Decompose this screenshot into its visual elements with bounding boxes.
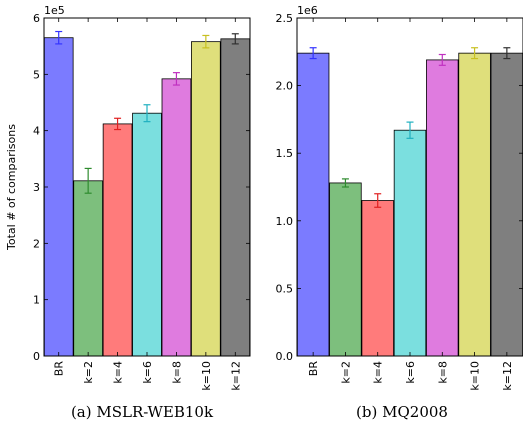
chart2-ytick-label-1: 0.5 [276,282,294,295]
chart1-bar-5 [191,41,221,357]
chart1-bar-3 [132,112,162,357]
chart1-category-label-2: k=4 [112,361,125,384]
chart1-category-label-4: k=8 [170,361,183,384]
chart1-bar-2 [102,123,133,357]
chart1-ytick-label-0: 0 [33,350,40,363]
chart2-bar-1 [329,182,362,357]
chart2-ytick-label-5: 2.5 [276,12,294,25]
chart1-y-axis-label: Total # of comparisons [5,124,18,251]
chart2-bar-4 [426,59,459,357]
chart1-category-label-3: k=6 [141,361,154,384]
chart2-axes-frame [296,17,523,357]
chart2-bar-6 [490,52,523,357]
chart1-multiplier: 1e5 [44,4,65,17]
chart2-ytick-label-3: 1.5 [276,147,294,160]
chart1-caption: (a) MSLR-WEB10k [71,403,214,421]
chart2-category-label-6: k=12 [501,361,514,391]
chart2-category-label-2: k=4 [372,361,385,384]
chart1-ytick-label-1: 1 [33,294,40,307]
chart2-category-label-4: k=8 [436,361,449,384]
chart1-category-label-0: BR [53,361,66,377]
chart1-ytick-label-4: 4 [33,125,40,138]
chart2-category-label-1: k=2 [339,361,352,384]
chart2-ytick-label-4: 2.0 [276,80,294,93]
chart1-category-label-6: k=12 [229,361,242,391]
chart2-category-label-3: k=6 [404,361,417,384]
chart1-category-label-5: k=10 [200,361,213,391]
chart1-bar-0 [43,37,74,357]
chart2-ytick-label-0: 0.0 [276,350,294,363]
chart1-ytick-label-3: 3 [33,181,40,194]
chart2-bar-2 [361,200,394,357]
chart1-ytick-label-6: 6 [33,12,40,25]
chart1-ytick-label-5: 5 [33,68,40,81]
chart1-bar-6 [220,38,251,357]
chart2-multiplier: 1e6 [297,4,318,17]
chart2-bar-5 [458,52,491,357]
chart2-category-label-0: BR [307,361,320,377]
chart2-bar-3 [393,129,427,357]
chart2-category-label-5: k=10 [469,361,482,391]
chart1-bar-4 [161,78,192,357]
chart1-bar-1 [73,180,103,357]
chart2-ytick-label-2: 1.0 [276,215,294,228]
chart1-ytick-label-2: 2 [33,237,40,250]
chart2-caption: (b) MQ2008 [356,403,448,421]
chart1-category-label-1: k=2 [82,361,95,384]
chart2-bar-0 [296,52,330,357]
